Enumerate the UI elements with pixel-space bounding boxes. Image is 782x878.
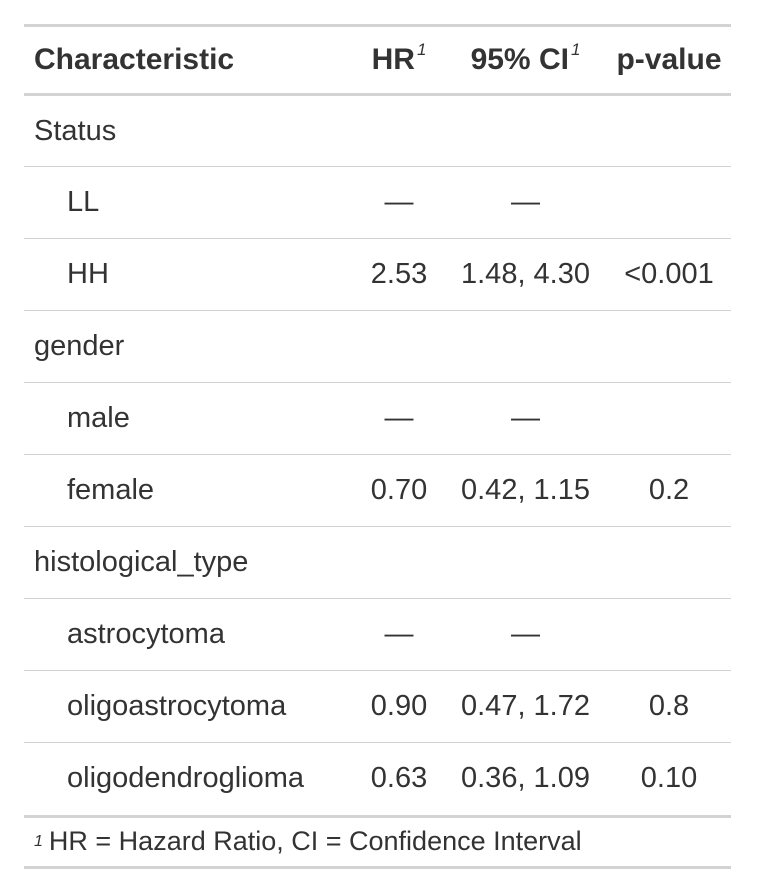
hr-cell: 0.90 xyxy=(370,690,428,722)
group-label: Status xyxy=(34,114,117,147)
header-hr-label: HR xyxy=(371,43,415,76)
pvalue-cell xyxy=(607,383,731,455)
hr-cell: — xyxy=(384,618,414,650)
table-header: Characteristic HR 1 95% CI 1 p-value xyxy=(24,25,731,95)
header-pvalue: p-value xyxy=(607,26,731,95)
pvalue-cell: 0.10 xyxy=(640,762,698,795)
pvalue-cell: <0.001 xyxy=(624,258,714,290)
hr-cell: — xyxy=(384,186,414,218)
table-row: HH 2.53 1.48, 4.30 <0.001 xyxy=(24,238,731,311)
table-row: female 0.70 0.42, 1.15 0.2 xyxy=(24,454,731,527)
table-row: oligodendroglioma 0.63 0.36, 1.09 0.10 xyxy=(24,742,731,815)
pvalue-cell xyxy=(607,599,731,671)
row-label: oligoastrocytoma xyxy=(67,690,287,722)
hr-cell: — xyxy=(384,402,414,434)
row-label: LL xyxy=(67,186,100,218)
pvalue-cell xyxy=(607,167,731,239)
footnote-marker: 1 xyxy=(416,40,427,59)
row-label: male xyxy=(67,402,130,434)
group-label: histological_type xyxy=(34,546,249,578)
pvalue-cell: 0.8 xyxy=(648,690,690,722)
ci-cell: 1.48, 4.30 xyxy=(461,258,590,290)
group-row-histological-type: histological_type xyxy=(24,526,731,599)
row-label: HH xyxy=(67,258,109,290)
hr-cell: 2.53 xyxy=(370,258,428,290)
pvalue-cell: 0.2 xyxy=(648,474,690,506)
hazard-ratio-table: Characteristic HR 1 95% CI 1 p-value Statu… xyxy=(24,24,731,815)
ci-cell: 0.42, 1.15 xyxy=(461,474,590,506)
ci-cell: 0.47, 1.72 xyxy=(461,690,590,722)
header-ci-label: 95% CI xyxy=(470,43,569,76)
group-row-status: Status xyxy=(24,95,731,167)
footnote-text: HR = Hazard Ratio, CI = Confidence Inter… xyxy=(48,826,582,856)
header-characteristic-label: Characteristic xyxy=(34,43,235,76)
header-hr: HR 1 xyxy=(354,26,444,95)
footnote-marker: 1 xyxy=(570,40,581,59)
row-label: astrocytoma xyxy=(67,618,225,650)
table-row: astrocytoma — — xyxy=(24,598,731,671)
regression-table-container: Characteristic HR 1 95% CI 1 p-value Statu… xyxy=(24,24,731,869)
header-pvalue-label: p-value xyxy=(616,43,722,76)
ci-cell: — xyxy=(511,618,540,650)
row-label: oligodendroglioma xyxy=(67,762,304,795)
table-body: Status LL — — HH 2.53 1.48, 4.30 <0.001 … xyxy=(24,95,731,815)
table-row: LL — — xyxy=(24,166,731,239)
header-row: Characteristic HR 1 95% CI 1 p-value xyxy=(24,25,731,95)
ci-cell: 0.36, 1.09 xyxy=(461,762,590,795)
ci-cell: — xyxy=(511,186,540,218)
table-footnote: 1 HR = Hazard Ratio, CI = Confidence Int… xyxy=(24,814,731,869)
group-label: gender xyxy=(34,330,125,362)
hr-cell: 0.63 xyxy=(370,762,428,795)
ci-cell: — xyxy=(511,402,540,434)
header-characteristic: Characteristic xyxy=(24,26,354,95)
group-row-gender: gender xyxy=(24,310,731,383)
header-ci: 95% CI 1 xyxy=(444,26,607,95)
row-label: female xyxy=(67,474,155,506)
table-row: oligoastrocytoma 0.90 0.47, 1.72 0.8 xyxy=(24,670,731,743)
table-row: male — — xyxy=(24,382,731,455)
hr-cell: 0.70 xyxy=(370,474,428,506)
